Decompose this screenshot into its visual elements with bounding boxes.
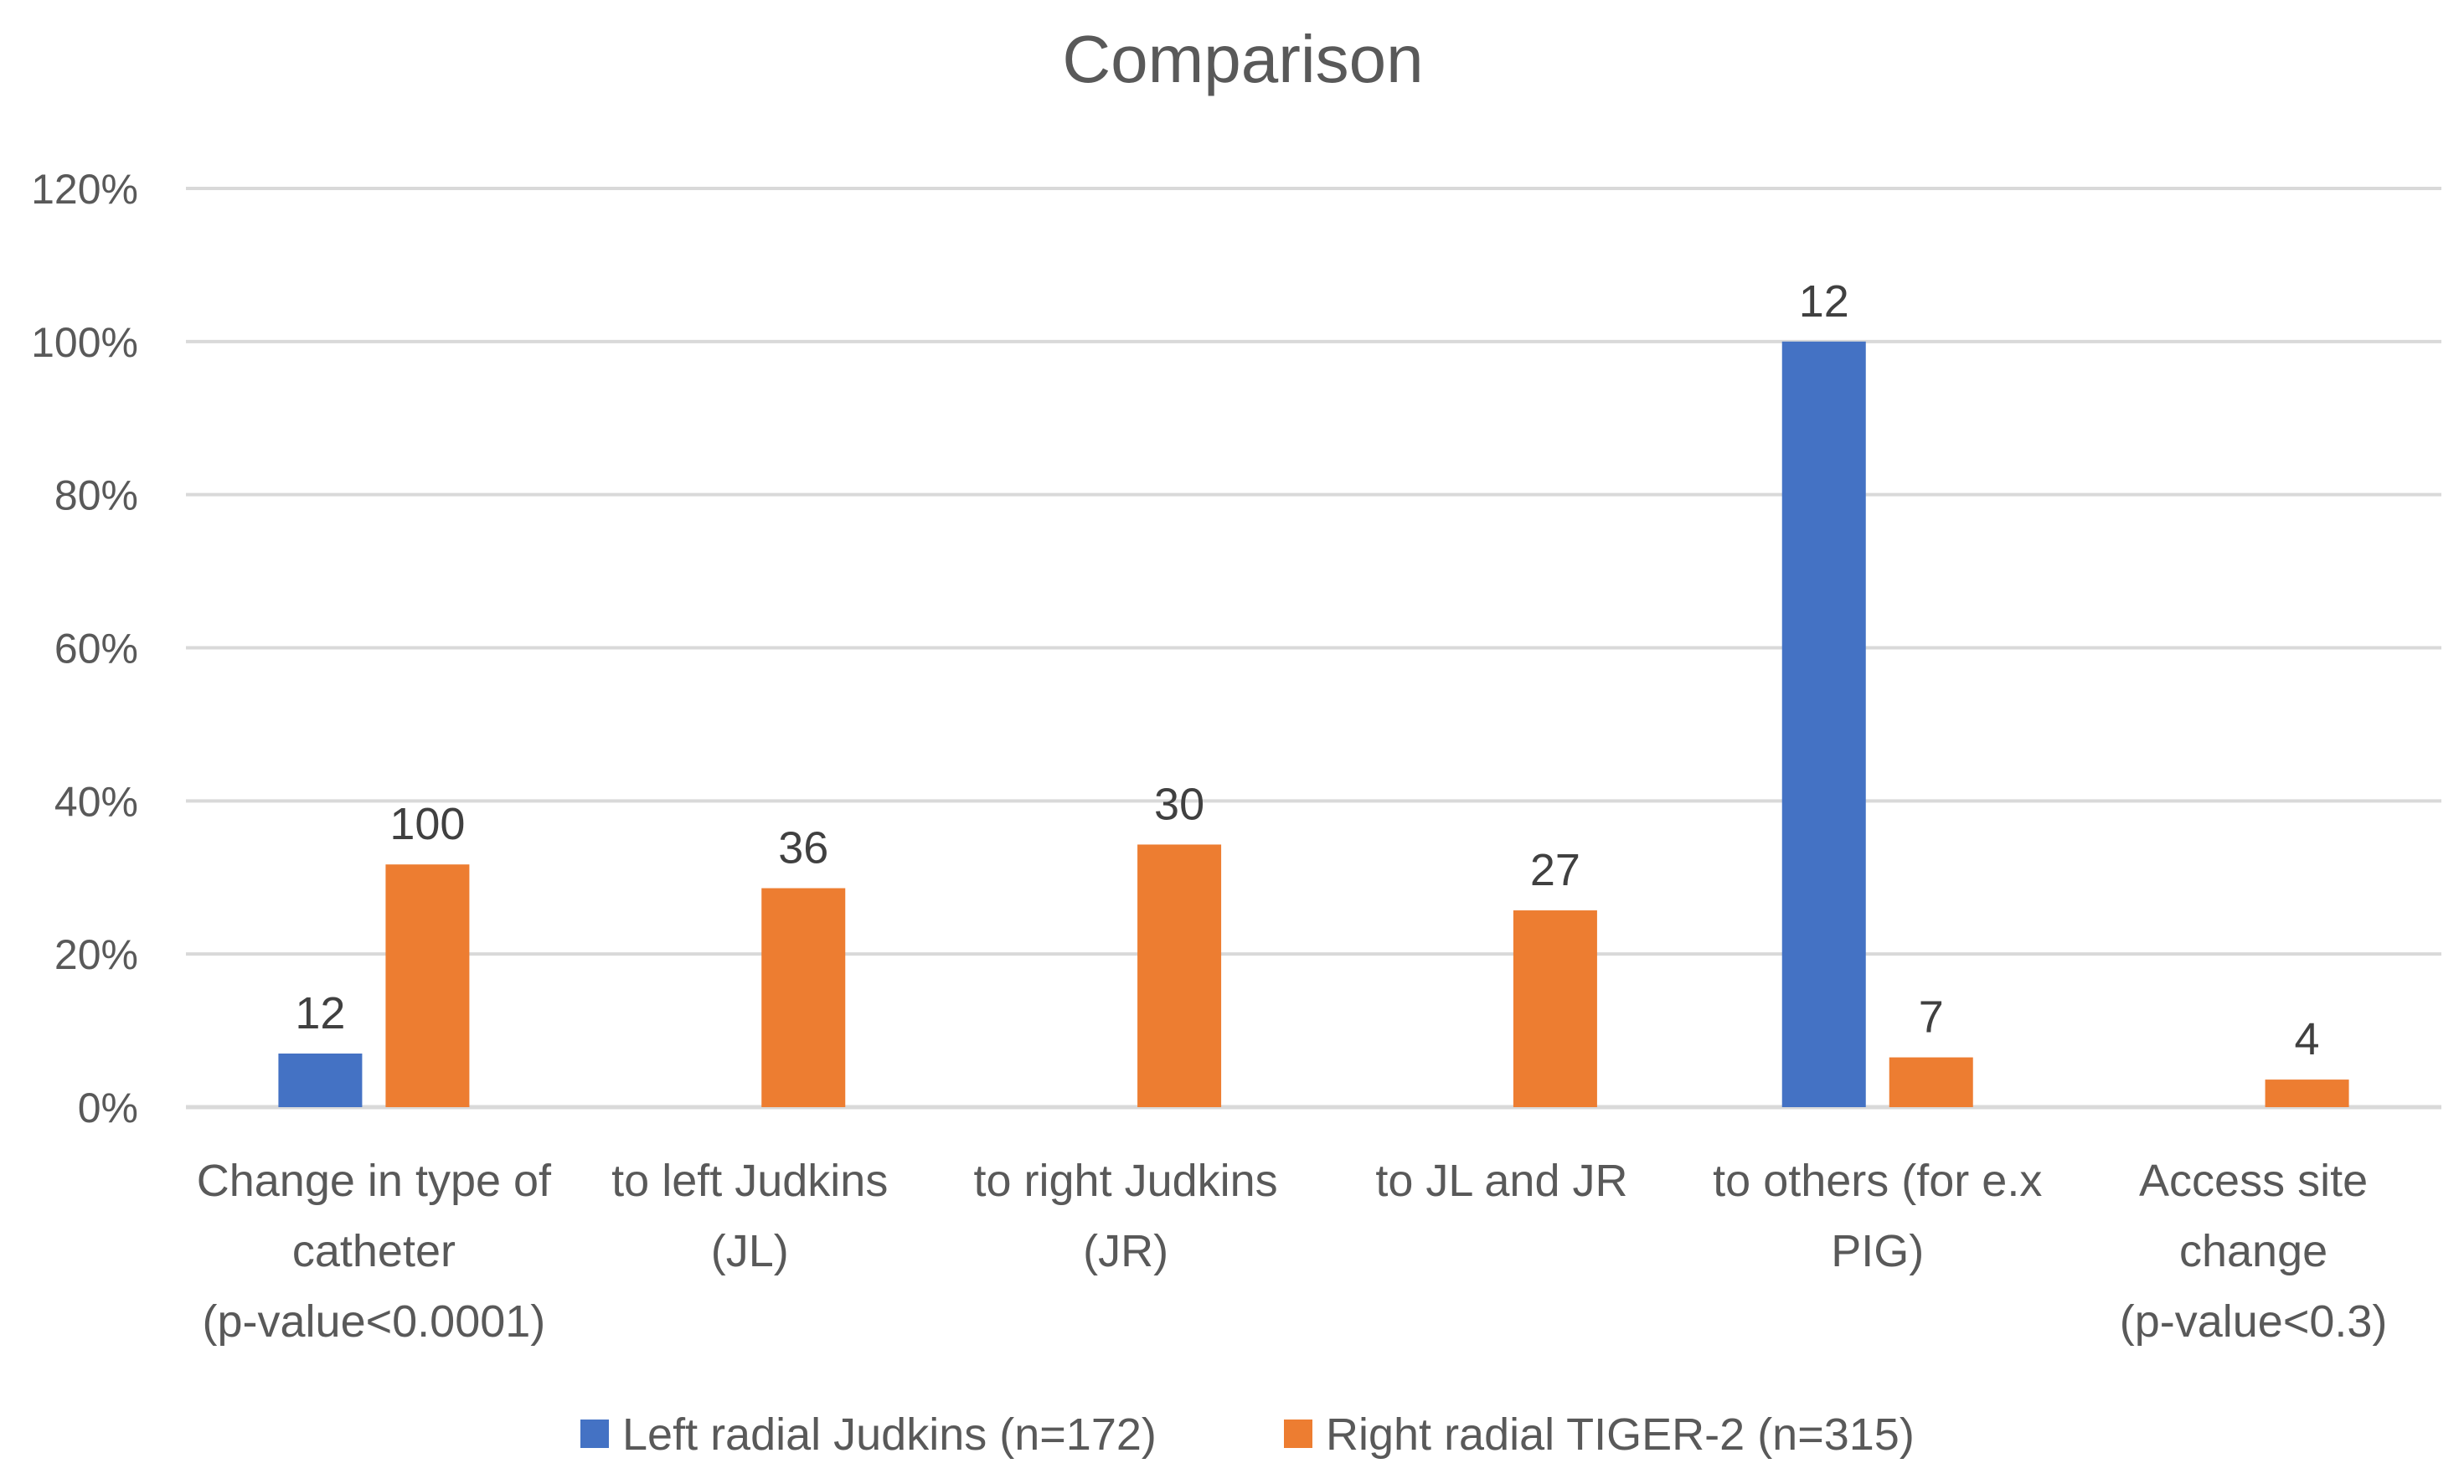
bar [385,864,470,1107]
x-category-label: (p-value<0.0001) [203,1296,546,1347]
legend: Left radial Judkins (n=172) Right radial … [580,1409,1915,1460]
x-category-label: (p-value<0.3) [2120,1296,2388,1347]
x-category-label: to others (for e.x [1713,1156,2042,1206]
bars [278,341,2349,1107]
x-category-label: PIG) [1831,1226,1924,1276]
bar [2265,1080,2349,1107]
data-label: 27 [1530,845,1580,895]
x-category-label: to right Judkins [973,1156,1277,1206]
category-labels: Change in type of catheter (p-value<0.0001… [197,1156,2388,1347]
gridlines [186,187,2441,1110]
y-axis-tick-labels: 0% 20% 40% 60% 80% 100% 120% [31,166,138,1131]
y-tick-label: 80% [54,472,138,519]
legend-label: Left radial Judkins (n=172) [622,1409,1157,1460]
x-category-label: Change in type of [197,1156,552,1206]
bar [1513,910,1597,1107]
bar [1889,1057,1973,1107]
bar [1781,341,1866,1107]
data-label: 100 [389,799,465,849]
x-category-label: (JL) [711,1226,789,1276]
x-category-label: catheter [292,1226,456,1276]
y-tick-label: 40% [54,778,138,825]
x-category-label: to JL and JR [1375,1156,1627,1206]
data-label: 12 [1799,276,1849,327]
bar [761,888,846,1107]
chart-title: Comparison [1062,22,1423,96]
x-category-label: to left Judkins [611,1156,888,1206]
x-category-label: (JR) [1083,1226,1168,1276]
legend-label: Right radial TIGER-2 (n=315) [1326,1409,1915,1460]
data-label: 7 [1919,992,1944,1043]
y-tick-label: 20% [54,931,138,978]
x-category-label: change [2179,1226,2327,1276]
y-tick-label: 100% [31,319,138,366]
legend-swatch [1284,1420,1312,1448]
data-label: 12 [295,988,345,1038]
data-label: 30 [1154,779,1204,829]
bar [278,1054,363,1107]
bar [1137,844,1222,1107]
y-tick-label: 120% [31,166,138,213]
data-label: 4 [2295,1014,2320,1064]
data-label: 36 [778,823,828,873]
data-labels: 12 100 36 30 27 12 7 4 [295,276,2319,1064]
x-category-label: Access site [2139,1156,2368,1206]
legend-swatch [580,1420,609,1448]
y-tick-label: 0% [78,1085,138,1131]
y-tick-label: 60% [54,626,138,672]
